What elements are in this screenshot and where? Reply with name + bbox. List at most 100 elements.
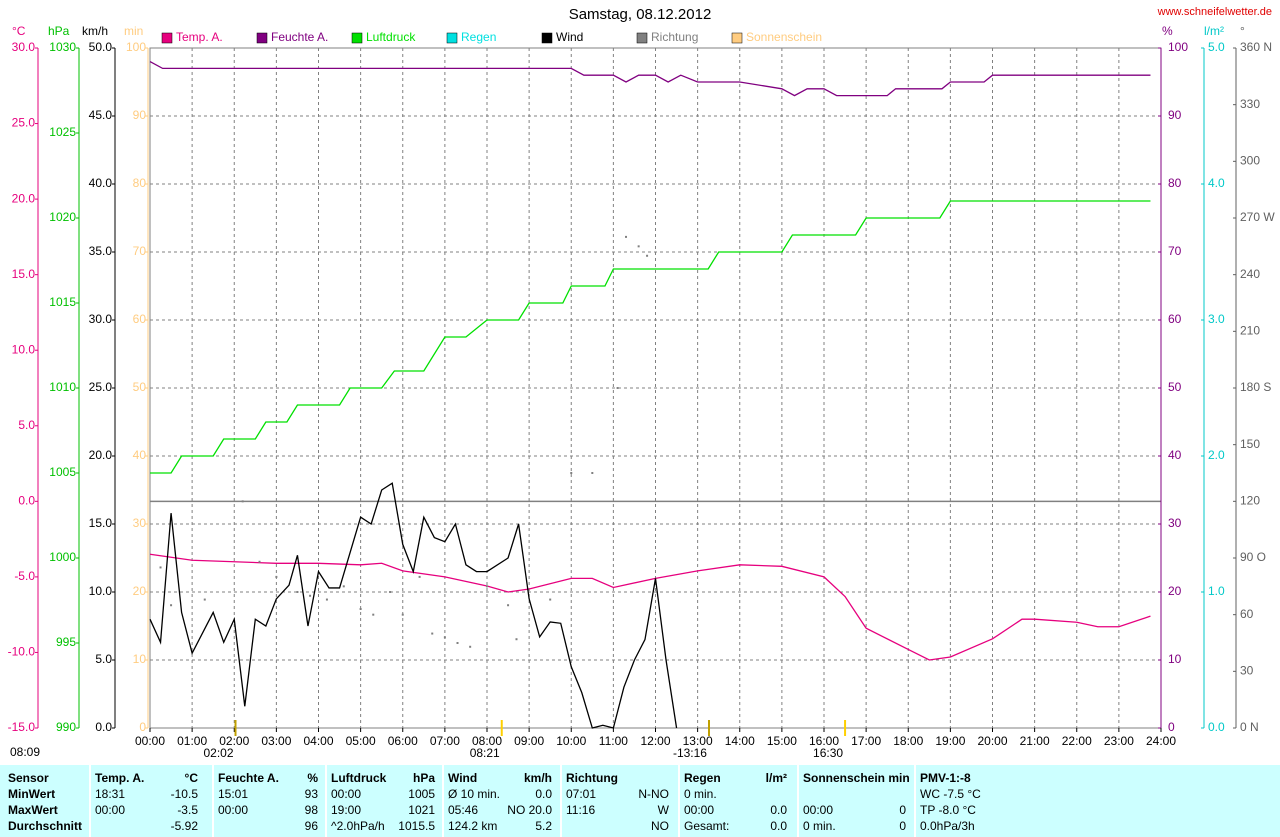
y-tick-label: 80 xyxy=(1168,176,1182,190)
y-tick-label: 1010 xyxy=(49,380,76,394)
stats-cell: 0.0 xyxy=(535,787,552,801)
stats-cell: 11:16 xyxy=(566,803,596,817)
y-tick-label: 40.0 xyxy=(89,176,113,190)
stats-cell: 00:00 xyxy=(684,803,715,817)
y-tick-label: -5.0 xyxy=(14,569,35,583)
y-tick-label: 120 xyxy=(1240,494,1260,508)
stats-cell: 124.2 km xyxy=(448,819,498,833)
direction-dot xyxy=(203,598,206,601)
legend-swatch xyxy=(351,32,363,44)
legend-label: Wind xyxy=(556,30,583,44)
direction-dot xyxy=(342,585,345,588)
stats-cell: 00:00 xyxy=(218,803,249,817)
y-tick-label: 10 xyxy=(1168,652,1182,666)
stats-cell: 93 xyxy=(304,787,318,801)
x-tick-label: 19:00 xyxy=(935,734,965,748)
y-tick-label: 2.0 xyxy=(1208,448,1225,462)
y-tick-label: 150 xyxy=(1240,437,1260,451)
y-tick-label: 0 xyxy=(139,720,146,734)
x-tick-label: 04:00 xyxy=(303,734,333,748)
stats-cell: 05:46 xyxy=(448,803,479,817)
direction-dot xyxy=(570,472,573,474)
direction-dot xyxy=(372,613,375,616)
direction-dot xyxy=(241,500,244,503)
direction-dot xyxy=(469,645,472,648)
y-tick-label: 20.0 xyxy=(89,448,113,462)
stats-cell: % xyxy=(307,771,318,785)
direction-dot xyxy=(258,560,261,563)
y-tick-label: 45.0 xyxy=(89,108,113,122)
y-tick-label: 90 xyxy=(133,108,147,122)
direction-dot xyxy=(591,472,594,474)
axis-unit: °C xyxy=(12,24,26,38)
stats-cell: 0 xyxy=(899,803,906,817)
source: www.schneifelwetter.de xyxy=(1157,6,1272,18)
y-tick-label: 1030 xyxy=(49,40,76,54)
event-label: 16:30 xyxy=(813,746,843,760)
stats-cell: 1005 xyxy=(408,787,435,801)
stats-cell: 18:31 xyxy=(95,787,126,801)
stats-cell: Ø 10 min. xyxy=(448,787,501,801)
event-label: 02:02 xyxy=(203,746,233,760)
y-tick-label: 995 xyxy=(56,635,76,649)
stats-cell: N-NO xyxy=(638,787,669,801)
stats-cell: MaxWert xyxy=(8,803,58,817)
stats-cell: km/h xyxy=(523,771,552,785)
y-tick-label: 5.0 xyxy=(18,418,35,432)
y-tick-label: 25.0 xyxy=(12,116,36,130)
x-tick-label: 13:00 xyxy=(683,734,713,748)
y-tick-label: 40 xyxy=(1168,448,1182,462)
stats-cell: PMV-1:-8 xyxy=(920,771,971,785)
stats-cell: WC -7.5 °C xyxy=(920,787,981,801)
y-tick-label: 20.0 xyxy=(12,191,36,205)
y-tick-label: 100 xyxy=(126,40,146,54)
stats-cell: TP -8.0 °C xyxy=(920,803,976,817)
legend-label: Sonnenschein xyxy=(746,30,822,44)
stats-cell: -3.5 xyxy=(177,803,198,817)
y-tick-label: 210 xyxy=(1240,324,1260,338)
y-tick-label: 3.0 xyxy=(1208,312,1225,326)
stats-cell: 1021 xyxy=(408,803,435,817)
stats-separator xyxy=(325,765,327,837)
series-line xyxy=(150,200,1151,474)
legend-label: Luftdruck xyxy=(366,30,416,44)
y-tick-label: -10.0 xyxy=(8,645,36,659)
y-tick-label: 35.0 xyxy=(89,244,113,258)
direction-dot xyxy=(443,636,446,639)
axis-unit: hPa xyxy=(48,24,70,38)
direction-dot xyxy=(431,632,434,635)
y-tick-label: 10 xyxy=(133,652,147,666)
stats-cell: 96 xyxy=(304,819,318,833)
stats-cell: 0.0hPa/3h xyxy=(920,819,975,833)
axis-unit: km/h xyxy=(82,24,108,38)
stats-cell: NO xyxy=(651,819,669,833)
stats-cell: Richtung xyxy=(566,771,618,785)
stats-cell: Luftdruck xyxy=(331,771,387,785)
series-line xyxy=(149,482,678,729)
legend-swatch xyxy=(636,32,648,44)
y-tick-label: 50 xyxy=(133,380,147,394)
x-tick-label: 15:00 xyxy=(767,734,797,748)
axis-unit: min xyxy=(124,24,143,38)
y-tick-label: 0.0 xyxy=(1208,720,1225,734)
y-tick-label: 240 xyxy=(1240,267,1260,281)
y-tick-label: 70 xyxy=(133,244,147,258)
x-tick-label: 03:00 xyxy=(261,734,291,748)
y-tick-label: 60 xyxy=(1240,607,1254,621)
stats-cell: 5.2 xyxy=(535,819,552,833)
stats-cell: Wind xyxy=(448,771,478,785)
y-tick-label: 90 O xyxy=(1240,550,1266,564)
y-tick-label: 40 xyxy=(133,448,147,462)
y-tick-label: 1020 xyxy=(49,210,76,224)
direction-dot xyxy=(389,591,392,593)
stats-separator xyxy=(678,765,680,837)
y-tick-label: 30 xyxy=(1168,516,1182,530)
stats-cell: 07:01 xyxy=(566,787,597,801)
x-tick-label: 21:00 xyxy=(1020,734,1050,748)
stats-cell: 19:00 xyxy=(331,803,362,817)
y-tick-label: 1000 xyxy=(49,550,76,564)
stats-table: Sensor MinWert MaxWert Durchschnitt Temp. A.… xyxy=(0,765,1280,837)
y-tick-label: 25.0 xyxy=(89,380,113,394)
direction-dot xyxy=(296,591,299,593)
